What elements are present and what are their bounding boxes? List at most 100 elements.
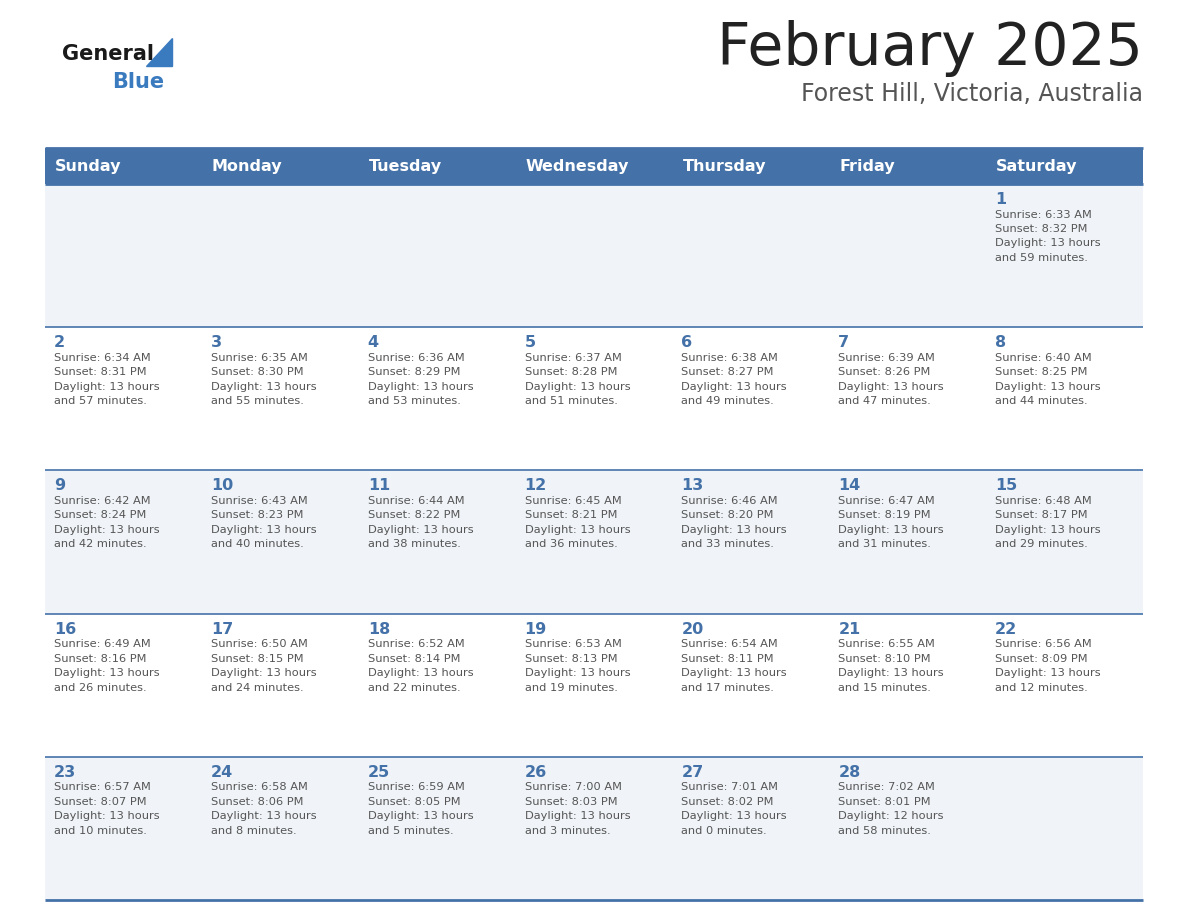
Text: 17: 17 xyxy=(210,621,233,636)
Text: Daylight: 13 hours: Daylight: 13 hours xyxy=(682,525,788,535)
Text: Daylight: 13 hours: Daylight: 13 hours xyxy=(53,525,159,535)
Text: Sunrise: 6:53 AM: Sunrise: 6:53 AM xyxy=(525,639,621,649)
Text: Tuesday: Tuesday xyxy=(368,159,442,174)
Text: Sunrise: 7:02 AM: Sunrise: 7:02 AM xyxy=(839,782,935,792)
Text: Sunrise: 6:54 AM: Sunrise: 6:54 AM xyxy=(682,639,778,649)
Text: Sunset: 8:07 PM: Sunset: 8:07 PM xyxy=(53,797,146,807)
Text: Saturday: Saturday xyxy=(997,159,1078,174)
Text: 6: 6 xyxy=(682,335,693,350)
Text: 24: 24 xyxy=(210,765,233,779)
Text: Sunset: 8:30 PM: Sunset: 8:30 PM xyxy=(210,367,303,377)
Text: Daylight: 12 hours: Daylight: 12 hours xyxy=(839,812,943,822)
Text: Sunrise: 6:42 AM: Sunrise: 6:42 AM xyxy=(53,496,151,506)
Text: 5: 5 xyxy=(525,335,536,350)
Text: Sunset: 8:21 PM: Sunset: 8:21 PM xyxy=(525,510,617,521)
Text: Sunset: 8:13 PM: Sunset: 8:13 PM xyxy=(525,654,618,664)
Text: Sunday: Sunday xyxy=(55,159,121,174)
Text: Daylight: 13 hours: Daylight: 13 hours xyxy=(525,812,630,822)
Text: Sunrise: 6:40 AM: Sunrise: 6:40 AM xyxy=(996,353,1092,363)
Text: Daylight: 13 hours: Daylight: 13 hours xyxy=(682,668,788,678)
Text: 7: 7 xyxy=(839,335,849,350)
Text: Sunrise: 6:38 AM: Sunrise: 6:38 AM xyxy=(682,353,778,363)
Text: and 31 minutes.: and 31 minutes. xyxy=(839,540,931,549)
Text: Sunset: 8:17 PM: Sunset: 8:17 PM xyxy=(996,510,1088,521)
Text: 26: 26 xyxy=(525,765,546,779)
Text: and 15 minutes.: and 15 minutes. xyxy=(839,683,931,692)
Text: 3: 3 xyxy=(210,335,222,350)
Polygon shape xyxy=(146,38,172,66)
Text: Daylight: 13 hours: Daylight: 13 hours xyxy=(53,382,159,392)
Text: and 12 minutes.: and 12 minutes. xyxy=(996,683,1088,692)
Text: Sunrise: 6:52 AM: Sunrise: 6:52 AM xyxy=(368,639,465,649)
Text: Daylight: 13 hours: Daylight: 13 hours xyxy=(525,525,630,535)
Text: 22: 22 xyxy=(996,621,1017,636)
Text: Daylight: 13 hours: Daylight: 13 hours xyxy=(368,382,473,392)
Text: Sunrise: 6:58 AM: Sunrise: 6:58 AM xyxy=(210,782,308,792)
Text: and 47 minutes.: and 47 minutes. xyxy=(839,397,931,406)
Text: Sunset: 8:20 PM: Sunset: 8:20 PM xyxy=(682,510,773,521)
Text: and 33 minutes.: and 33 minutes. xyxy=(682,540,775,549)
Text: Sunrise: 7:01 AM: Sunrise: 7:01 AM xyxy=(682,782,778,792)
Text: and 42 minutes.: and 42 minutes. xyxy=(53,540,146,549)
Text: and 44 minutes.: and 44 minutes. xyxy=(996,397,1088,406)
Text: Daylight: 13 hours: Daylight: 13 hours xyxy=(682,382,788,392)
Text: and 36 minutes.: and 36 minutes. xyxy=(525,540,618,549)
Text: Sunset: 8:10 PM: Sunset: 8:10 PM xyxy=(839,654,931,664)
Text: February 2025: February 2025 xyxy=(718,20,1143,77)
Text: Sunrise: 6:49 AM: Sunrise: 6:49 AM xyxy=(53,639,151,649)
Text: Sunrise: 6:43 AM: Sunrise: 6:43 AM xyxy=(210,496,308,506)
Text: Sunrise: 6:44 AM: Sunrise: 6:44 AM xyxy=(368,496,465,506)
Text: 21: 21 xyxy=(839,621,860,636)
Text: Sunrise: 6:46 AM: Sunrise: 6:46 AM xyxy=(682,496,778,506)
Text: Sunset: 8:05 PM: Sunset: 8:05 PM xyxy=(368,797,460,807)
Text: Monday: Monday xyxy=(211,159,283,174)
Text: Forest Hill, Victoria, Australia: Forest Hill, Victoria, Australia xyxy=(801,82,1143,106)
Text: Daylight: 13 hours: Daylight: 13 hours xyxy=(525,668,630,678)
Text: and 53 minutes.: and 53 minutes. xyxy=(368,397,461,406)
Text: and 8 minutes.: and 8 minutes. xyxy=(210,826,297,835)
Text: 27: 27 xyxy=(682,765,703,779)
Text: Daylight: 13 hours: Daylight: 13 hours xyxy=(210,812,316,822)
Text: 11: 11 xyxy=(368,478,390,493)
Text: Sunrise: 6:59 AM: Sunrise: 6:59 AM xyxy=(368,782,465,792)
Text: Thursday: Thursday xyxy=(682,159,766,174)
Text: and 19 minutes.: and 19 minutes. xyxy=(525,683,618,692)
Text: 9: 9 xyxy=(53,478,65,493)
Bar xyxy=(45,148,1143,184)
Text: Sunset: 8:23 PM: Sunset: 8:23 PM xyxy=(210,510,303,521)
Text: Daylight: 13 hours: Daylight: 13 hours xyxy=(839,525,944,535)
Bar xyxy=(45,756,1143,900)
Text: Sunrise: 6:45 AM: Sunrise: 6:45 AM xyxy=(525,496,621,506)
Text: Sunset: 8:29 PM: Sunset: 8:29 PM xyxy=(368,367,460,377)
Text: Friday: Friday xyxy=(839,159,895,174)
Text: Daylight: 13 hours: Daylight: 13 hours xyxy=(682,812,788,822)
Text: Sunset: 8:14 PM: Sunset: 8:14 PM xyxy=(368,654,460,664)
Text: Sunrise: 6:48 AM: Sunrise: 6:48 AM xyxy=(996,496,1092,506)
Text: Sunset: 8:11 PM: Sunset: 8:11 PM xyxy=(682,654,775,664)
Text: and 58 minutes.: and 58 minutes. xyxy=(839,826,931,835)
Text: Sunset: 8:06 PM: Sunset: 8:06 PM xyxy=(210,797,303,807)
Text: Sunrise: 6:47 AM: Sunrise: 6:47 AM xyxy=(839,496,935,506)
Text: General: General xyxy=(62,44,154,64)
Text: 18: 18 xyxy=(368,621,390,636)
Text: 10: 10 xyxy=(210,478,233,493)
Text: and 57 minutes.: and 57 minutes. xyxy=(53,397,147,406)
Text: Sunset: 8:19 PM: Sunset: 8:19 PM xyxy=(839,510,931,521)
Text: and 3 minutes.: and 3 minutes. xyxy=(525,826,611,835)
Text: and 10 minutes.: and 10 minutes. xyxy=(53,826,147,835)
Bar xyxy=(45,184,1143,327)
Text: 25: 25 xyxy=(368,765,390,779)
Text: Wednesday: Wednesday xyxy=(525,159,628,174)
Text: Daylight: 13 hours: Daylight: 13 hours xyxy=(996,239,1101,249)
Bar xyxy=(45,327,1143,470)
Text: 16: 16 xyxy=(53,621,76,636)
Text: Sunrise: 6:33 AM: Sunrise: 6:33 AM xyxy=(996,209,1092,219)
Text: Sunset: 8:22 PM: Sunset: 8:22 PM xyxy=(368,510,460,521)
Text: Daylight: 13 hours: Daylight: 13 hours xyxy=(53,812,159,822)
Text: and 29 minutes.: and 29 minutes. xyxy=(996,540,1088,549)
Text: and 59 minutes.: and 59 minutes. xyxy=(996,253,1088,263)
Text: 2: 2 xyxy=(53,335,65,350)
Text: Sunrise: 6:55 AM: Sunrise: 6:55 AM xyxy=(839,639,935,649)
Text: 12: 12 xyxy=(525,478,546,493)
Text: 28: 28 xyxy=(839,765,860,779)
